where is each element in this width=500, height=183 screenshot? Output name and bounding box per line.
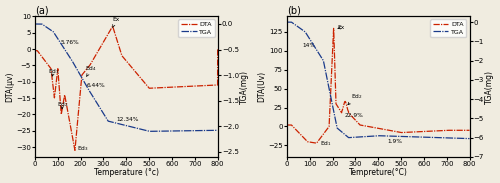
Text: Ed$_2$: Ed$_2$ bbox=[56, 100, 68, 109]
Legend: DTA, TGA: DTA, TGA bbox=[430, 19, 466, 37]
Y-axis label: DTA(Uv): DTA(Uv) bbox=[258, 71, 266, 102]
Text: 1.9%: 1.9% bbox=[388, 139, 402, 144]
Text: Ed$_1$: Ed$_1$ bbox=[320, 139, 332, 148]
Text: Ex: Ex bbox=[112, 17, 120, 28]
Text: Ed$_2$: Ed$_2$ bbox=[348, 92, 362, 105]
Legend: DTA, TGA: DTA, TGA bbox=[178, 19, 214, 37]
X-axis label: Tempreture(°C): Tempreture(°C) bbox=[348, 168, 408, 178]
Y-axis label: DTA(μv): DTA(μv) bbox=[6, 71, 15, 102]
Y-axis label: TGA(mg): TGA(mg) bbox=[486, 70, 494, 104]
Text: 6.44%: 6.44% bbox=[86, 83, 105, 88]
Text: Ed$_1$: Ed$_1$ bbox=[48, 68, 59, 76]
Text: Ed$_4$: Ed$_4$ bbox=[85, 64, 97, 76]
X-axis label: Temperature (°c): Temperature (°c) bbox=[94, 168, 159, 178]
Text: Ed$_3$: Ed$_3$ bbox=[77, 144, 89, 153]
Y-axis label: TGA(mg): TGA(mg) bbox=[240, 70, 250, 104]
Text: (a): (a) bbox=[35, 5, 48, 16]
Text: (b): (b) bbox=[287, 5, 300, 16]
Text: Ex: Ex bbox=[337, 25, 344, 30]
Text: 22.9%: 22.9% bbox=[345, 113, 364, 118]
Text: 12.34%: 12.34% bbox=[116, 117, 138, 122]
Text: 5.76%: 5.76% bbox=[60, 40, 79, 45]
Text: 14%: 14% bbox=[303, 43, 316, 48]
